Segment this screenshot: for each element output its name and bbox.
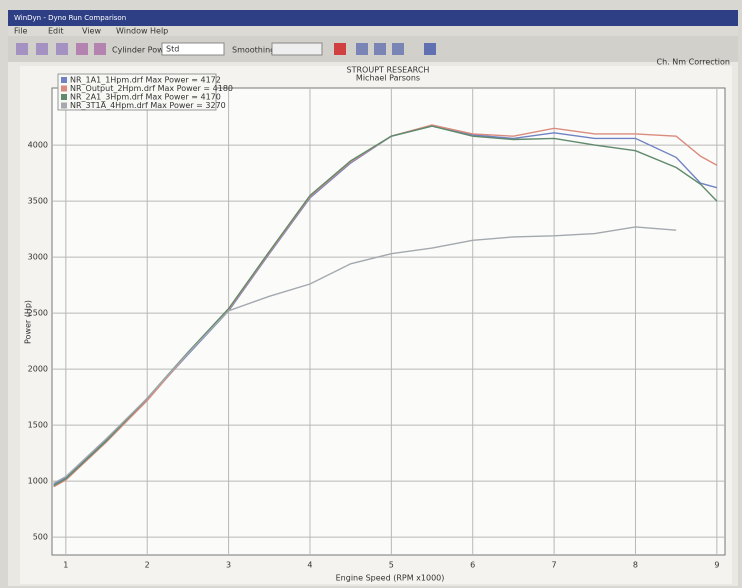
tool-button[interactable] <box>16 43 28 55</box>
tool-button[interactable] <box>76 43 88 55</box>
legend-entry: NR_Output_2Hpm.drf Max Power = 4180 <box>70 84 233 93</box>
chart-title: STROUPT RESEARCH <box>347 66 430 75</box>
tool-button[interactable] <box>334 43 346 55</box>
y-tick-label: 1000 <box>28 477 48 486</box>
legend-swatch <box>61 102 67 109</box>
legend-swatch <box>61 85 67 92</box>
menu-item[interactable]: File <box>14 27 27 36</box>
x-tick-label: 5 <box>389 561 394 570</box>
tool-button[interactable] <box>374 43 386 55</box>
y-tick-label: 2500 <box>28 309 48 318</box>
field-label: Cylinder Power <box>112 46 173 55</box>
smoothing-input[interactable] <box>271 42 323 56</box>
x-tick-label: 3 <box>226 561 231 570</box>
x-tick-label: 8 <box>633 561 638 570</box>
tool-button[interactable] <box>56 43 68 55</box>
series-line <box>53 226 677 484</box>
menu-item[interactable]: Edit <box>48 27 64 36</box>
y-axis-label: Power (Hp) <box>24 300 33 344</box>
x-tick-label: 4 <box>307 561 312 570</box>
x-tick-label: 9 <box>714 561 719 570</box>
legend-entry: NR_1A1_1Hpm.drf Max Power = 4172 <box>70 76 221 85</box>
legend-entry: NR_3T1A_4Hpm.drf Max Power = 3270 <box>70 101 226 110</box>
menu-bar <box>8 26 738 36</box>
x-tick-label: 7 <box>552 561 557 570</box>
y-tick-label: 3500 <box>28 197 48 206</box>
tool-button[interactable] <box>356 43 368 55</box>
x-tick-label: 1 <box>63 561 68 570</box>
tool-button[interactable] <box>36 43 48 55</box>
status-text: Ch. Nm Correction <box>657 58 730 67</box>
legend-swatch <box>61 77 67 83</box>
tool-button[interactable] <box>392 43 404 55</box>
legend-swatch <box>61 94 67 100</box>
y-tick-label: 3000 <box>28 253 48 262</box>
y-tick-label: 2000 <box>28 365 48 374</box>
chart-subtitle: Michael Parsons <box>356 74 420 83</box>
legend-box <box>57 73 217 111</box>
window-title: WinDyn - Dyno Run Comparison <box>14 14 126 22</box>
menu-item[interactable]: View <box>82 27 101 36</box>
plot-area <box>51 87 726 556</box>
menu-item[interactable]: Help <box>150 27 168 36</box>
toolbar-icons <box>16 43 436 55</box>
title-bar <box>8 10 738 26</box>
menu-item[interactable]: Window <box>116 27 148 36</box>
smoothing-label: Smoothing <box>232 46 275 55</box>
x-tick-label: 2 <box>145 561 150 570</box>
x-axis-label: Engine Speed (RPM x1000) <box>336 574 445 583</box>
x-tick-label: 6 <box>470 561 475 570</box>
field-value: Std <box>166 45 179 54</box>
y-tick-label: 1500 <box>28 421 48 430</box>
y-tick-label: 4000 <box>28 141 48 150</box>
tool-button[interactable] <box>94 43 106 55</box>
legend-entry: NR_2A1_3Hpm.drf Max Power = 4170 <box>70 93 221 102</box>
menu: File Edit View Window Help <box>14 27 168 36</box>
y-tick-label: 500 <box>33 533 48 542</box>
field-input[interactable] <box>161 42 225 56</box>
tool-button[interactable] <box>424 43 436 55</box>
toolbar <box>8 36 738 62</box>
